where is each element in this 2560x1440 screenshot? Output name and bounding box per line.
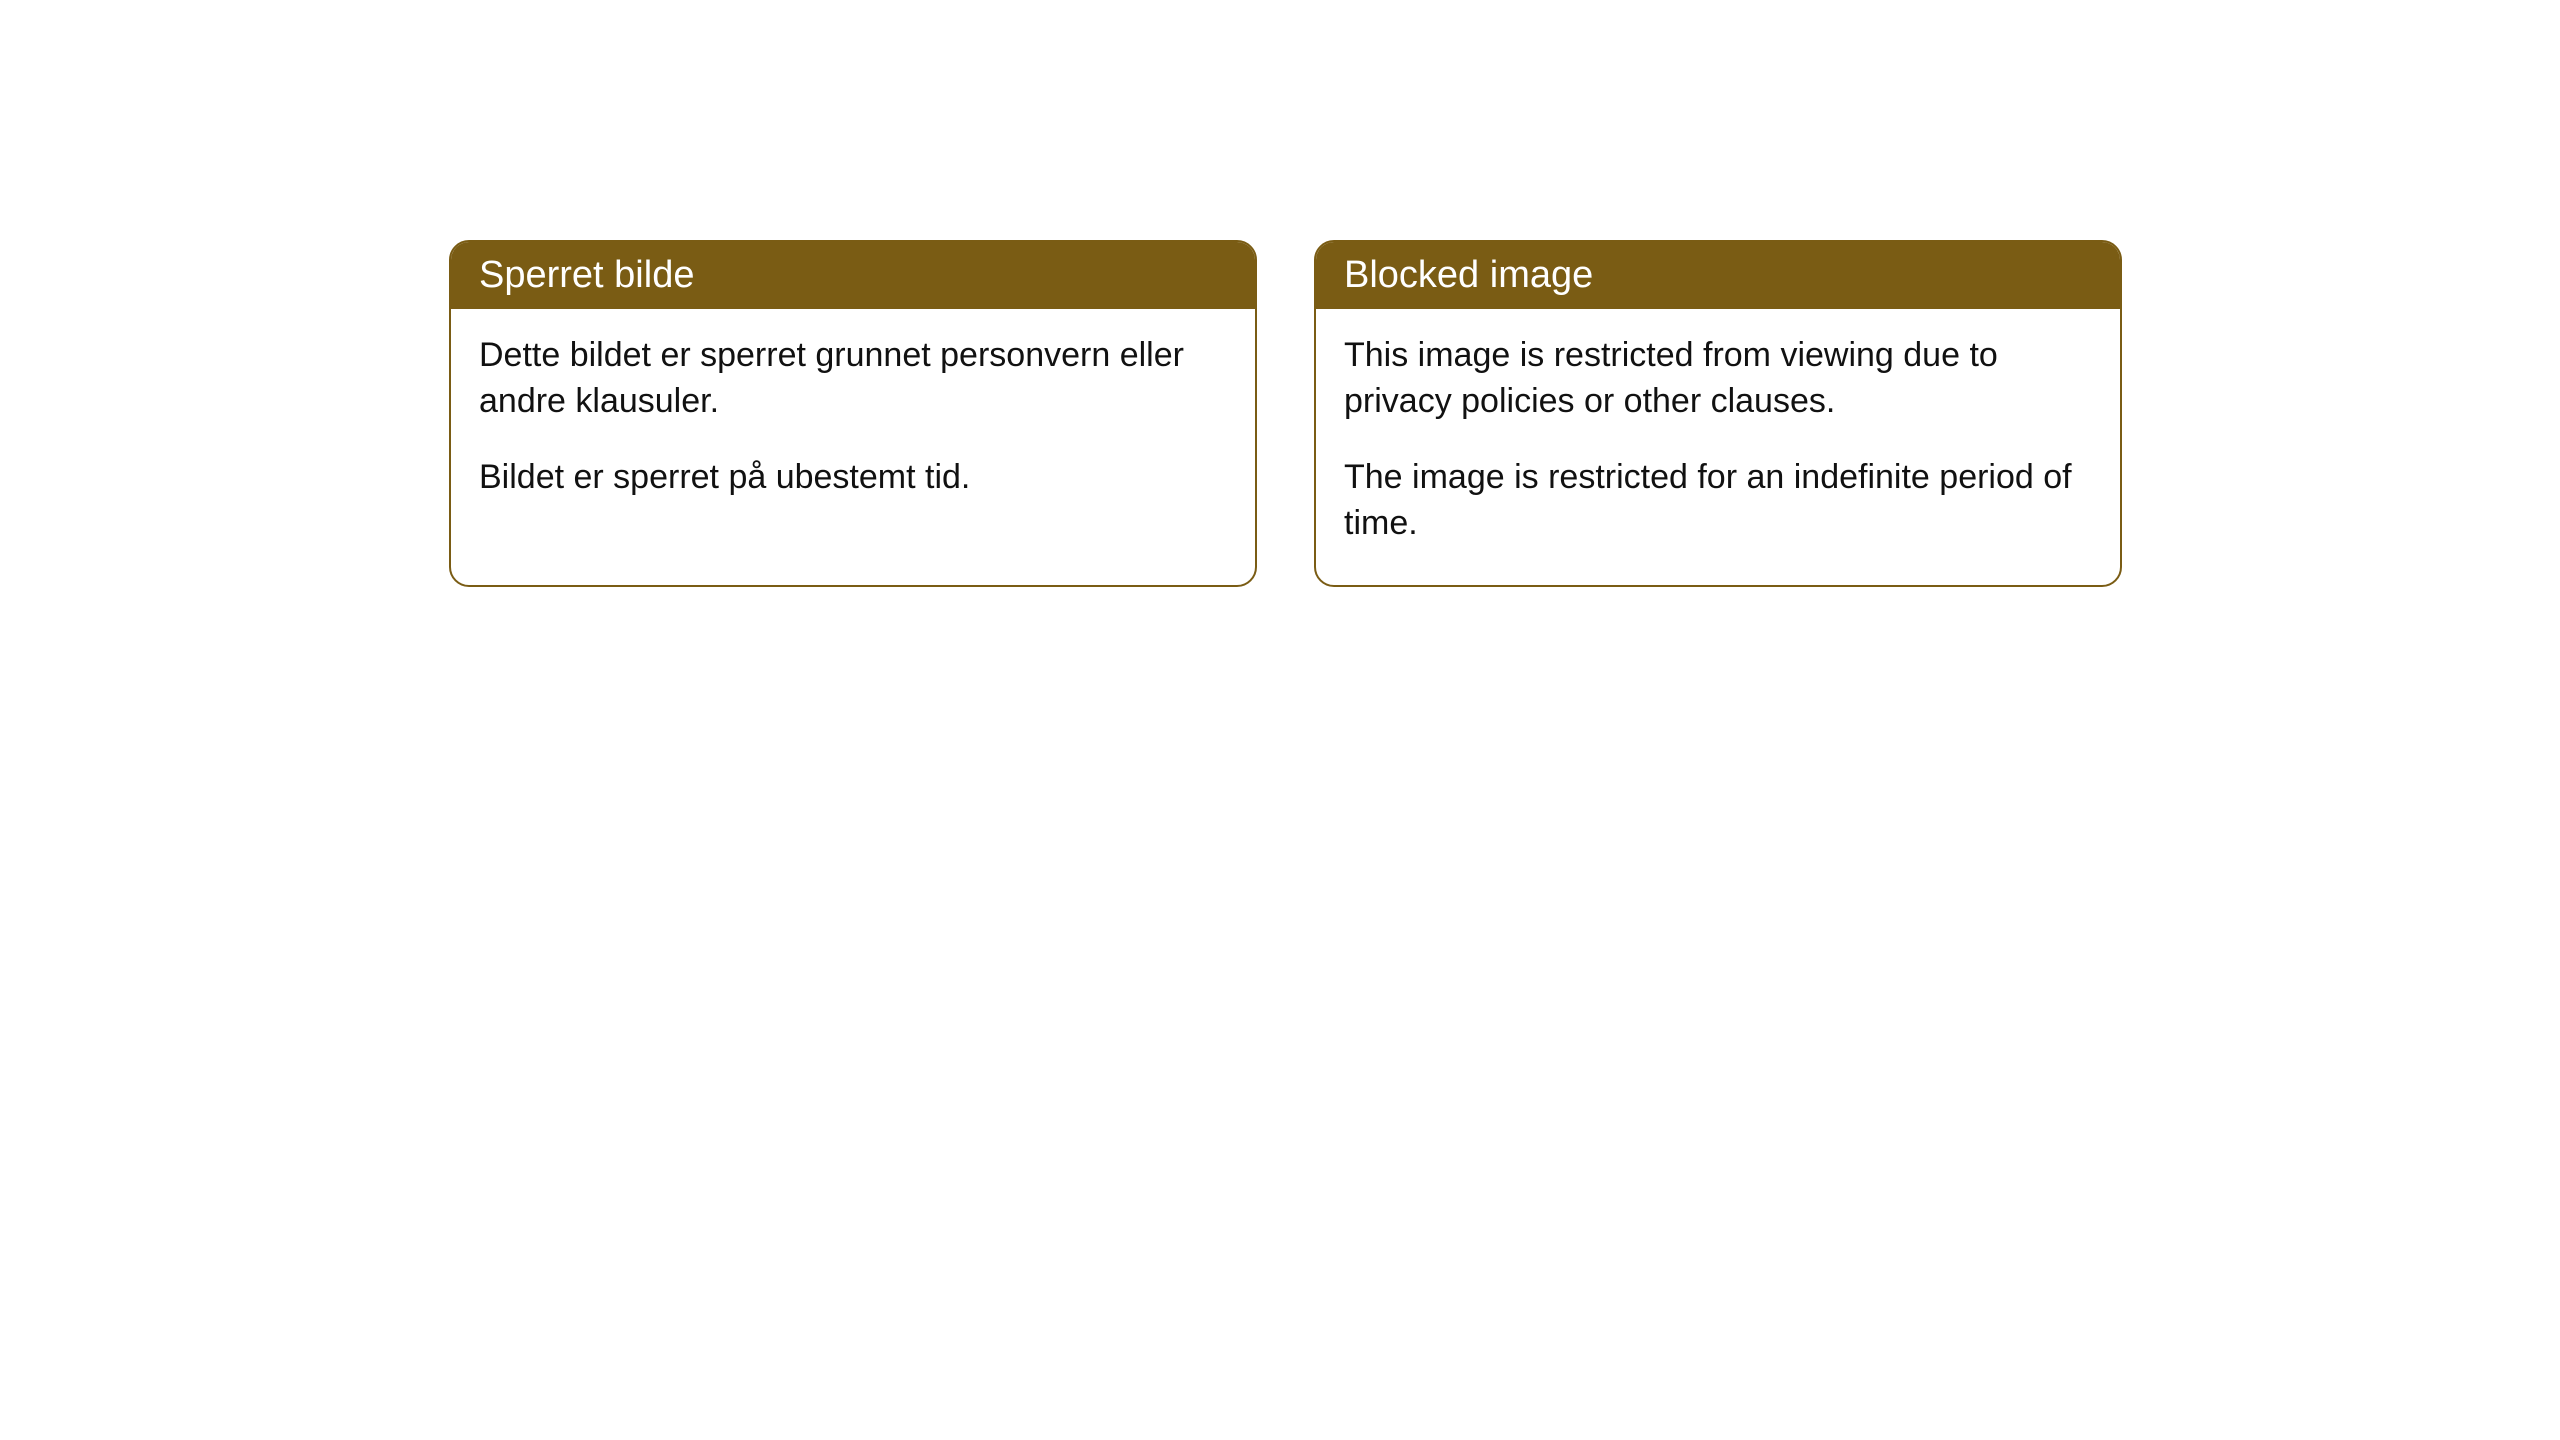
notice-card-en: Blocked image This image is restricted f… bbox=[1314, 240, 2122, 587]
card-title-no: Sperret bilde bbox=[479, 254, 694, 296]
card-title-en: Blocked image bbox=[1344, 254, 1593, 296]
card-paragraph-1-no: Dette bildet er sperret grunnet personve… bbox=[479, 333, 1227, 425]
card-paragraph-2-en: The image is restricted for an indefinit… bbox=[1344, 455, 2092, 547]
notice-cards-row: Sperret bilde Dette bildet er sperret gr… bbox=[449, 240, 2122, 587]
card-paragraph-2-no: Bildet er sperret på ubestemt tid. bbox=[479, 455, 1227, 501]
card-body-no: Dette bildet er sperret grunnet personve… bbox=[451, 309, 1255, 539]
card-body-en: This image is restricted from viewing du… bbox=[1316, 309, 2120, 585]
card-header-en: Blocked image bbox=[1316, 242, 2120, 309]
card-paragraph-1-en: This image is restricted from viewing du… bbox=[1344, 333, 2092, 425]
notice-card-no: Sperret bilde Dette bildet er sperret gr… bbox=[449, 240, 1257, 587]
card-header-no: Sperret bilde bbox=[451, 242, 1255, 309]
